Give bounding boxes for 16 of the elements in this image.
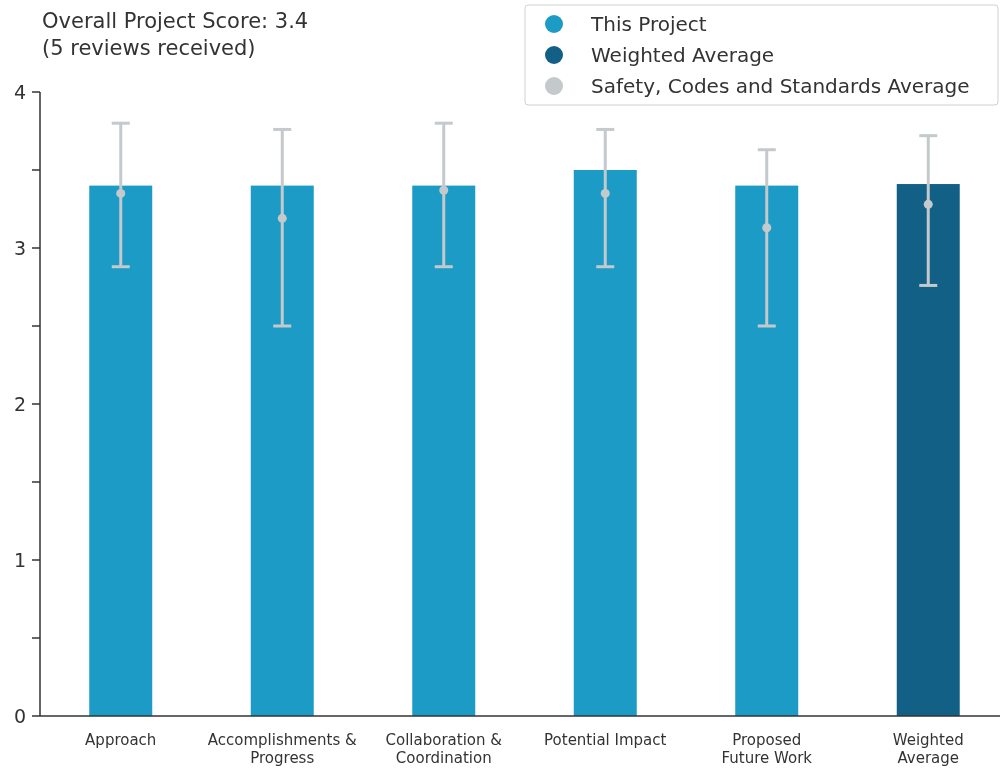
legend-label: This Project xyxy=(590,12,707,36)
chart-title: Overall Project Score: 3.4 xyxy=(42,9,309,33)
x-tick-label: Approach xyxy=(85,731,157,749)
x-tick-label: Accomplishments & Progress xyxy=(207,731,358,767)
x-tick-label: Proposed Future Work xyxy=(721,731,813,767)
legend-label: Weighted Average xyxy=(591,43,775,67)
y-tick-label: 1 xyxy=(13,548,26,571)
y-tick-label: 0 xyxy=(13,704,26,727)
y-tick-label: 3 xyxy=(13,236,26,259)
x-tick-label: Weighted Average xyxy=(892,731,964,767)
chart-subtitle: (5 reviews received) xyxy=(42,36,256,60)
y-tick-label: 2 xyxy=(13,392,26,415)
x-tick-label: Potential Impact xyxy=(544,731,667,749)
x-tick-label: Collaboration & Coordination xyxy=(385,731,503,767)
legend-label: Safety, Codes and Standards Average xyxy=(591,74,970,98)
y-tick-label: 4 xyxy=(13,80,26,103)
